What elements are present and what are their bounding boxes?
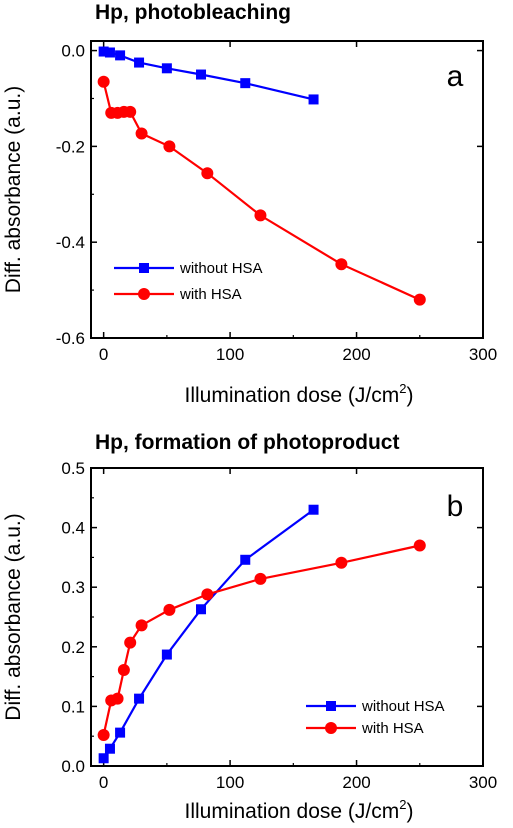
data-point [240,78,251,89]
series-with-hsa [97,539,426,742]
panel-letter: b [447,490,464,523]
x-tick-label: 0 [99,773,108,792]
data-point [161,63,172,74]
data-point [134,693,145,704]
y-axis-label: Diff. absorbance (a.u.) [2,513,25,720]
y-axis-label: Diff. absorbance (a.u.) [2,86,25,293]
y-tick-label: 0.5 [61,459,85,478]
legend-label: with HSA [179,286,242,303]
series-with-hsa [97,75,426,306]
panel-letter: a [447,60,464,93]
chart-panel-b: Hp, formation of photoproduct 0 100 200 300 0… [2,431,497,823]
plot-frame [90,40,484,339]
legend-label: without HSA [361,698,445,715]
x-tick-label: 100 [216,345,244,364]
legend-marker [138,288,150,300]
data-point [135,127,148,140]
data-point [254,209,267,222]
data-point [413,539,426,552]
legend: without HSA with HSA [306,698,445,737]
data-point [201,588,214,601]
y-tick-label: 0.1 [61,697,85,716]
data-point [97,75,110,88]
x-tick-label: 0 [99,345,108,364]
data-point [97,729,110,742]
legend-marker [139,263,149,273]
x-tick-label: 200 [342,345,370,364]
data-point [163,603,176,616]
data-point [117,664,130,677]
data-point [134,57,145,68]
data-point [335,556,348,569]
data-point [413,293,426,306]
y-tick-label: 0.0 [61,757,85,776]
y-tick-label: -0.6 [56,329,85,348]
y-tick-label: 0.2 [61,638,85,657]
data-point [115,727,126,738]
data-point [104,743,115,754]
data-point [163,140,176,153]
data-point [201,167,214,180]
y-tick-label: -0.4 [56,233,85,252]
legend-marker [326,701,336,711]
data-point [124,105,137,118]
series-without-hsa [98,504,319,764]
data-point [161,649,172,660]
y-tick-label: -0.2 [56,137,85,156]
y-tick-label: 0.3 [61,578,85,597]
chart-title: Hp, photobleaching [95,1,291,24]
x-axis-label: Illumination dose (J/cm2) [185,797,414,823]
chart-title: Hp, formation of photoproduct [95,431,399,454]
data-point [135,619,148,632]
legend-label: with HSA [361,720,424,737]
data-point [196,604,207,615]
data-point [124,636,137,649]
x-tick-label: 200 [342,773,370,792]
x-tick-label: 300 [469,345,497,364]
y-tick-label: 0.4 [61,519,85,538]
plot-frame [90,467,484,767]
x-tick-label: 300 [469,773,497,792]
data-point [240,554,251,565]
y-tick-label: 0.0 [61,42,85,61]
data-point [308,504,319,515]
data-point [254,572,267,585]
chart-panel-a: Hp, photobleaching 0 100 200 300 0.0 -0.2 -0.4 -… [2,1,497,407]
data-point [98,753,109,764]
data-point [308,94,319,105]
x-tick-label: 100 [216,773,244,792]
data-point [115,50,126,61]
legend-marker [325,722,337,734]
series-without-hsa [98,46,319,105]
data-point [111,692,124,705]
legend: without HSA with HSA [114,260,263,303]
data-point [196,69,207,80]
data-point [98,46,109,57]
data-point [335,258,348,271]
legend-label: without HSA [179,260,263,277]
data-point [104,47,115,58]
x-axis-label: Illumination dose (J/cm2) [185,381,414,407]
